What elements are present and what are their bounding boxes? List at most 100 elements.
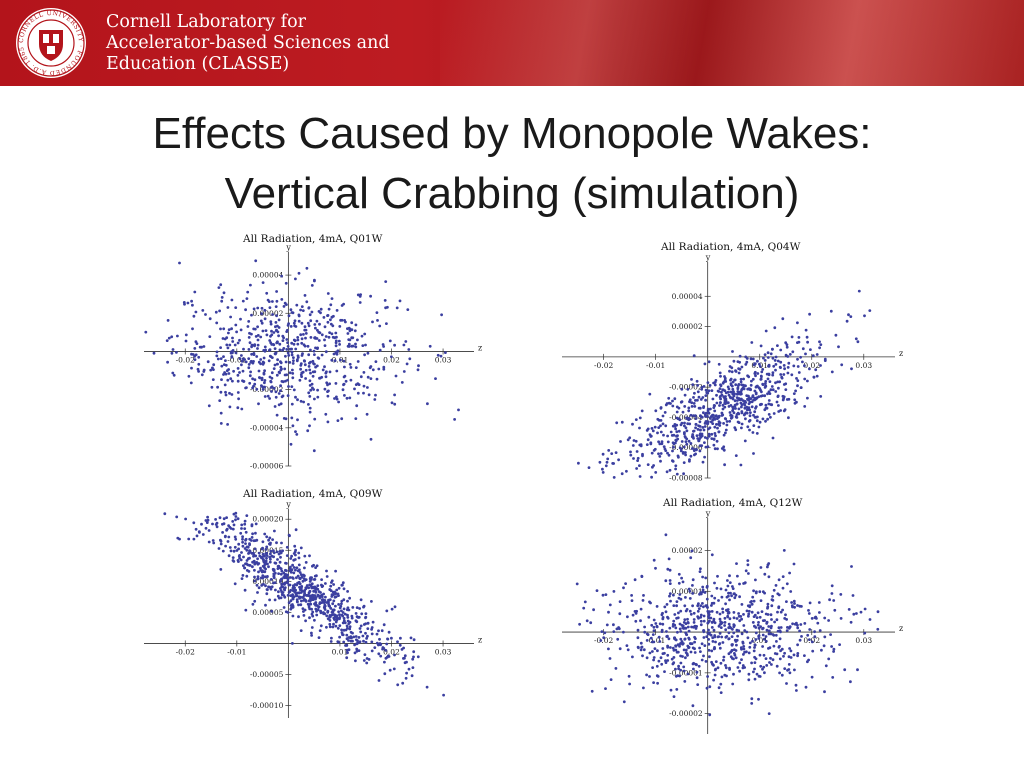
- x-tick-label: -0.01: [227, 647, 246, 656]
- scatter-point: [345, 648, 349, 652]
- scatter-point: [301, 607, 305, 610]
- scatter-point: [770, 385, 774, 388]
- scatter-point: [252, 554, 255, 558]
- scatter-point: [857, 289, 861, 293]
- scatter-point: [288, 576, 292, 579]
- scatter-point: [767, 575, 771, 579]
- scatter-point: [728, 668, 731, 671]
- x-tick-label: 0.03: [855, 361, 872, 370]
- scatter-point: [662, 445, 666, 448]
- scatter-point: [193, 347, 197, 350]
- scatter-point: [220, 299, 224, 303]
- scatter-point: [789, 656, 793, 659]
- scatter-point: [729, 650, 733, 654]
- scatter-point: [757, 637, 761, 640]
- scatter-point: [300, 305, 304, 308]
- scatter-point: [187, 374, 191, 378]
- scatter-point: [658, 622, 662, 626]
- scatter-point: [346, 332, 350, 335]
- scatter-point: [849, 620, 853, 624]
- scatter-point: [335, 351, 338, 355]
- scatter-point: [764, 419, 767, 423]
- scatter-point: [327, 335, 331, 339]
- scatter-point: [295, 583, 299, 587]
- scatter-point: [604, 464, 608, 468]
- scatter-point: [856, 668, 859, 672]
- scatter-point: [257, 402, 260, 406]
- scatter-point: [660, 628, 664, 632]
- scatter-point: [222, 291, 226, 295]
- scatter-point: [771, 356, 775, 360]
- scatter-point: [659, 656, 663, 660]
- scatter-point: [367, 393, 371, 397]
- scatter-point: [677, 664, 680, 668]
- scatter-point: [728, 411, 732, 414]
- scatter-point: [717, 430, 721, 434]
- scatter-point: [705, 686, 709, 690]
- scatter-point: [759, 566, 763, 569]
- scatter-point: [287, 591, 291, 594]
- y-tick-label: 0.00002: [672, 322, 703, 331]
- scatter-point: [283, 588, 286, 592]
- scatter-point: [772, 364, 776, 368]
- scatter-point: [243, 522, 247, 526]
- scatter-point: [193, 290, 197, 294]
- scatter-point: [279, 587, 282, 590]
- scatter-point: [304, 377, 307, 380]
- scatter-point: [713, 432, 717, 435]
- scatter-point: [702, 428, 706, 432]
- scatter-point: [770, 618, 773, 621]
- scatter-point: [652, 618, 656, 622]
- scatter-point: [288, 566, 292, 570]
- scatter-point: [756, 623, 760, 627]
- scatter-point: [269, 557, 272, 561]
- accelerator-photo: [440, 0, 1024, 86]
- scatter-point: [718, 617, 722, 621]
- scatter-point: [247, 366, 251, 370]
- scatter-point: [257, 369, 261, 373]
- scatter-point: [369, 294, 372, 298]
- scatter-point: [269, 379, 273, 383]
- scatter-point: [298, 571, 302, 574]
- scatter-point: [769, 415, 772, 419]
- scatter-point: [712, 406, 716, 409]
- y-tick-label: -0.00002: [669, 709, 703, 718]
- scatter-point: [370, 649, 374, 653]
- scatter-point: [651, 666, 654, 669]
- scatter-point: [192, 537, 196, 541]
- scatter-point: [260, 376, 264, 380]
- scatter-point: [273, 405, 277, 408]
- scatter-point: [750, 661, 753, 665]
- scatter-point: [364, 343, 367, 347]
- scatter-point: [289, 607, 293, 611]
- scatter-point: [666, 434, 669, 438]
- scatter-point: [726, 385, 730, 389]
- scatter-point: [771, 373, 775, 377]
- scatter-point: [803, 405, 807, 408]
- scatter-point: [666, 440, 670, 444]
- scatter-point: [723, 405, 727, 409]
- scatter-point: [649, 442, 653, 446]
- scatter-point: [595, 589, 599, 592]
- scatter-point: [293, 544, 297, 548]
- scatter-point: [731, 387, 735, 391]
- scatter-point: [369, 377, 373, 380]
- scatter-point: [652, 558, 656, 562]
- scatter-point: [704, 660, 708, 663]
- scatter-point: [752, 670, 755, 674]
- scatter-point: [767, 625, 771, 628]
- scatter-point: [687, 629, 691, 633]
- scatter-point: [764, 382, 767, 385]
- scatter-point: [279, 384, 282, 388]
- x-tick-label: -0.01: [646, 636, 665, 645]
- scatter-point: [219, 542, 223, 546]
- scatter-point: [205, 521, 209, 524]
- scatter-point: [312, 349, 316, 353]
- scatter-point: [370, 640, 374, 644]
- scatter-point: [220, 296, 224, 299]
- scatter-point: [240, 359, 244, 363]
- scatter-point: [665, 402, 669, 405]
- scatter-point: [800, 635, 803, 638]
- scatter-point: [320, 578, 323, 581]
- scatter-point: [184, 333, 188, 337]
